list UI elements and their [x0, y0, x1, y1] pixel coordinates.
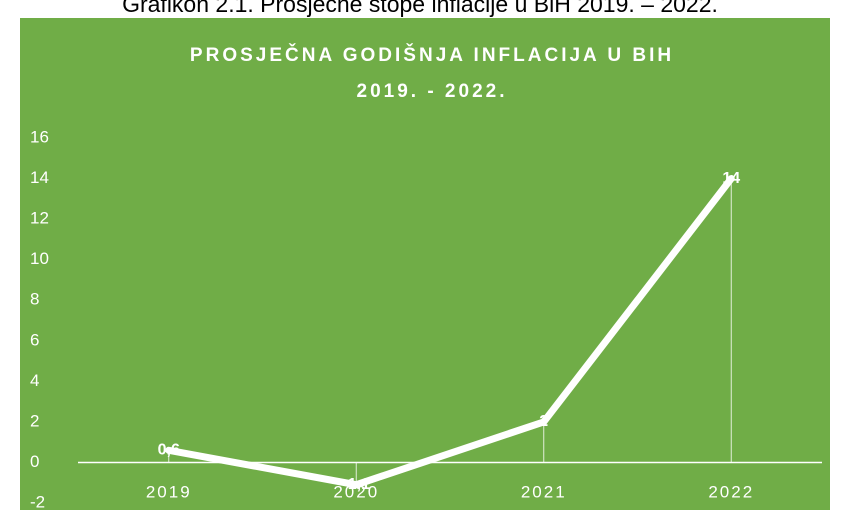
y-tick-label: 14: [30, 168, 49, 187]
y-tick-label: 12: [30, 209, 49, 228]
chart-background: [20, 18, 830, 510]
x-tick-label: 2021: [521, 482, 567, 501]
y-tick-label: 10: [30, 249, 49, 268]
chart-title: PROSJEČNA GODIŠNJA INFLACIJA U BIH: [190, 44, 674, 66]
line: [165, 175, 735, 489]
x-tick-label: 2022: [708, 482, 754, 501]
data-label: -1,1: [342, 476, 370, 493]
chart-subtitle: 2019. - 2022.: [357, 81, 508, 102]
caption: Grafikon 2.1. Prosječne stope inflacije …: [122, 0, 718, 17]
y-tick-label: 0: [30, 452, 39, 471]
x-tick-label: 2019: [146, 482, 192, 501]
data-label: 0,6: [158, 441, 180, 458]
data-label: 2: [539, 413, 548, 430]
y-tick-label: 16: [30, 127, 49, 146]
y-tick-label: 6: [30, 330, 39, 349]
y-tick-label: 2: [30, 411, 39, 430]
data-label: 14: [722, 170, 740, 187]
y-tick-label: -2: [30, 492, 45, 511]
y-tick-label: 8: [30, 290, 39, 309]
y-tick-label: 4: [30, 371, 39, 390]
x-tick-label: 2020: [333, 482, 379, 501]
